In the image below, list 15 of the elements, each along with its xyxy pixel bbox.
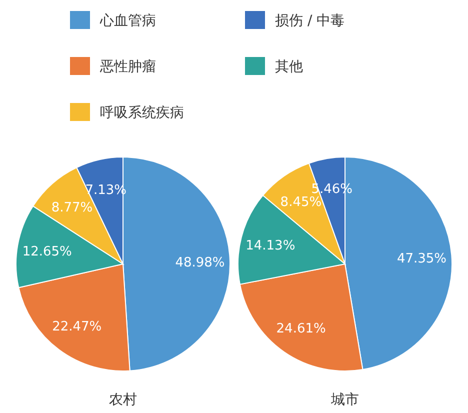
data-label: 8.77% <box>51 200 93 216</box>
legend-label: 其他 <box>275 59 303 75</box>
data-label: 22.47% <box>52 320 102 335</box>
legend-label: 心血管病 <box>99 13 156 29</box>
data-label: 24.61% <box>276 321 326 336</box>
data-label: 12.65% <box>22 244 72 260</box>
data-label: 47.35% <box>396 252 447 267</box>
text: 农村 <box>109 392 137 408</box>
legend-label: 损伤 / 中毒 <box>275 13 345 29</box>
data-label: 48.98% <box>175 256 225 271</box>
text: 城市 <box>330 392 359 408</box>
data-label: 14.13% <box>246 238 296 254</box>
legend-label: 呼吸系统疾病 <box>100 105 184 121</box>
legend-label: 恶性肿瘤 <box>99 59 156 75</box>
data-label: 8.45% <box>280 194 322 210</box>
